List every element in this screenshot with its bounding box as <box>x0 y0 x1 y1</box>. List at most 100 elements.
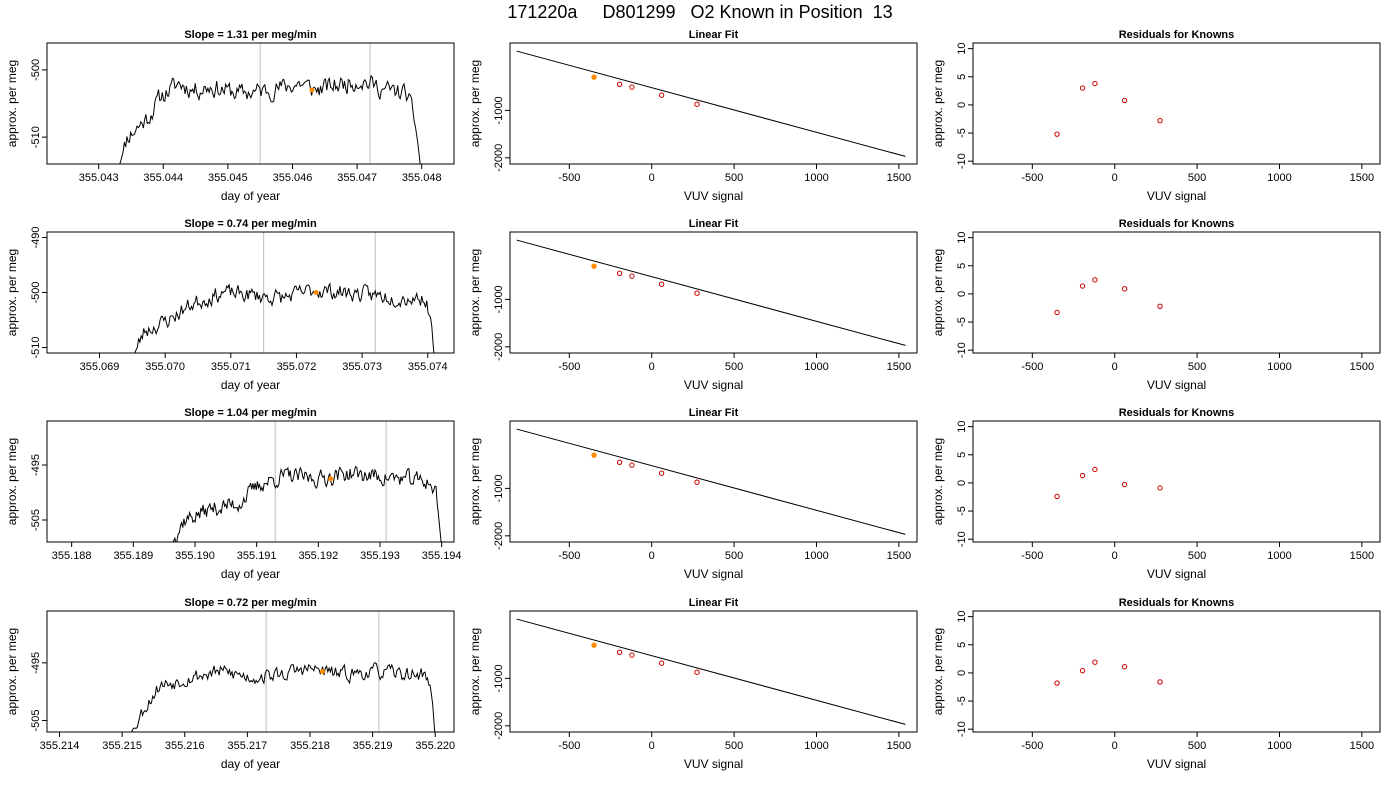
panel-title: Linear Fit <box>689 218 739 230</box>
panel-r4-c3: Residuals for Knowns -500 0 500 1000 1500 -10 -… <box>931 597 1381 771</box>
y-tick-label: -2000 <box>493 522 505 550</box>
known-marker <box>309 87 315 93</box>
fit-line <box>516 618 906 725</box>
x-tick-label: 355.189 <box>113 550 153 562</box>
x-tick-label: 355.188 <box>52 550 92 562</box>
x-tick-label: 355.215 <box>102 740 142 752</box>
highlight-point <box>591 452 597 458</box>
plot-area <box>1054 277 1163 316</box>
x-tick-label: 500 <box>725 361 743 373</box>
y-tick-label: 0 <box>956 102 968 108</box>
x-axis-label: VUV signal <box>1147 378 1206 392</box>
y-tick-label: -500 <box>30 59 42 81</box>
plot-area <box>516 50 906 157</box>
x-axis-label: VUV signal <box>684 189 743 203</box>
plot-area <box>516 239 906 346</box>
panel-title: Linear Fit <box>689 407 739 419</box>
panel-title: Residuals for Knowns <box>1119 407 1235 419</box>
y-tick-label: -10 <box>956 153 968 169</box>
residual-point <box>1157 303 1163 309</box>
x-tick-label: 355.044 <box>143 172 183 184</box>
x-tick-label: 355.218 <box>290 740 330 752</box>
x-tick-label: 500 <box>725 550 743 562</box>
known-marker <box>313 290 319 295</box>
x-tick-label: -500 <box>558 550 580 562</box>
highlight-point <box>591 642 597 648</box>
plot-frame <box>46 610 455 733</box>
x-tick-label: 355.070 <box>145 361 185 373</box>
known-point <box>629 273 635 279</box>
x-tick-label: -500 <box>558 740 580 752</box>
y-tick-label: 0 <box>956 291 968 297</box>
x-tick-label: 0 <box>1112 361 1118 373</box>
plot-frame <box>509 42 918 165</box>
y-tick-label: -495 <box>30 454 42 476</box>
y-tick-label: -5 <box>956 128 968 138</box>
x-tick-label: 1000 <box>1267 172 1291 184</box>
residual-point <box>1054 131 1060 137</box>
panel-r2-c1: Slope = 0.74 per meg/min 355.069 355.070 35… <box>5 218 455 392</box>
x-tick-label: -500 <box>558 172 580 184</box>
panel-r3-c1: Slope = 1.04 per meg/min 355.188 355.189 35… <box>5 407 462 581</box>
y-tick-label: -10 <box>956 721 968 737</box>
x-tick-label: 1500 <box>887 172 911 184</box>
x-tick-label: 0 <box>1112 550 1118 562</box>
x-tick-label: 1500 <box>1350 740 1374 752</box>
trace-line <box>134 282 435 353</box>
known-point <box>629 84 635 90</box>
panel-title: Residuals for Knowns <box>1119 597 1235 609</box>
x-tick-label: 1000 <box>804 550 828 562</box>
y-axis-label: approx. per meg <box>5 438 19 525</box>
panel-title: Linear Fit <box>689 597 739 609</box>
plot-frame <box>46 42 455 165</box>
residual-point <box>1079 85 1086 91</box>
plot-frame <box>509 610 918 733</box>
y-axis-label: approx. per meg <box>468 628 482 715</box>
highlight-point <box>591 263 597 269</box>
x-tick-label: 500 <box>725 172 743 184</box>
y-axis-label: approx. per meg <box>5 628 19 715</box>
y-axis-label: approx. per meg <box>5 60 19 147</box>
residual-point <box>1092 277 1098 283</box>
y-tick-label: -505 <box>30 509 42 531</box>
y-tick-label: -1000 <box>493 96 505 124</box>
residual-point <box>1092 659 1098 665</box>
known-marker <box>320 669 326 674</box>
plot-frame <box>46 420 455 543</box>
y-tick-label: -5 <box>956 696 968 706</box>
fit-line <box>516 239 906 346</box>
residual-point <box>1079 472 1086 479</box>
known-marker <box>328 476 334 482</box>
residual-point <box>1121 481 1128 488</box>
y-tick-label: -510 <box>30 336 42 358</box>
x-tick-label: 355.219 <box>353 740 393 752</box>
panel-title: Slope = 0.72 per meg/min <box>184 597 317 609</box>
y-tick-label: -510 <box>30 126 42 148</box>
plot-frame <box>46 231 455 354</box>
y-tick-label: -495 <box>30 652 42 674</box>
x-axis-label: VUV signal <box>684 757 743 771</box>
x-axis-label: VUV signal <box>1147 567 1206 581</box>
residual-point <box>1079 283 1086 289</box>
y-tick-label: 0 <box>956 670 968 676</box>
x-tick-label: 1000 <box>804 172 828 184</box>
panel-title: Slope = 0.74 per meg/min <box>184 218 317 230</box>
known-point <box>658 470 665 476</box>
x-tick-label: 355.193 <box>360 550 400 562</box>
plot-area <box>172 421 442 542</box>
plot-area <box>516 428 906 535</box>
known-point <box>658 660 665 666</box>
y-tick-label: 10 <box>956 421 968 433</box>
y-axis-label: approx. per meg <box>931 60 945 147</box>
plot-frame <box>972 231 1381 354</box>
known-point <box>629 462 635 468</box>
fit-line <box>516 428 906 535</box>
known-point <box>616 81 623 87</box>
x-tick-label: -500 <box>1021 550 1043 562</box>
x-tick-label: 500 <box>1188 550 1206 562</box>
residual-point <box>1121 97 1128 104</box>
known-point <box>694 290 700 296</box>
x-tick-label: 355.214 <box>40 740 80 752</box>
x-tick-label: 1500 <box>887 550 911 562</box>
x-tick-label: 355.072 <box>277 361 317 373</box>
